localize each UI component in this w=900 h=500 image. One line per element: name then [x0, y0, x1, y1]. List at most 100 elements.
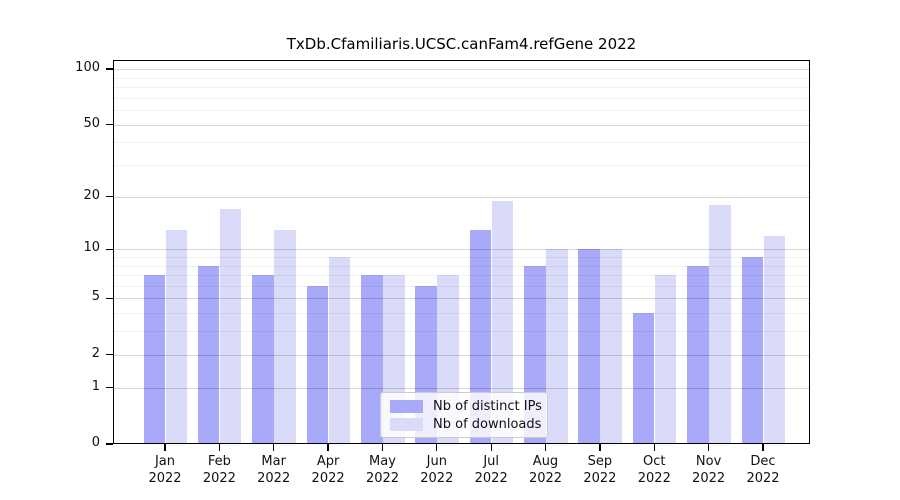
x-tick-label: Nov 2022 [679, 453, 739, 487]
x-tick [653, 444, 655, 451]
x-tick [490, 444, 492, 451]
legend-label: Nb of distinct IPs [433, 398, 542, 414]
gridline-minor [113, 285, 810, 287]
y-tick [106, 68, 113, 70]
x-tick-year: 2022 [528, 471, 563, 486]
x-tick-label: Oct 2022 [624, 453, 684, 487]
x-tick-year: 2022 [583, 471, 617, 486]
x-tick-year: 2022 [420, 471, 454, 486]
legend-swatch [390, 399, 423, 413]
gridline-minor [113, 165, 810, 166]
y-tick-label: 10 [83, 240, 100, 256]
x-tick-year: 2022 [746, 471, 780, 486]
y-tick [106, 443, 113, 445]
y-tick [106, 196, 113, 198]
bar-downloads-aug [546, 249, 568, 444]
y-tick [106, 248, 113, 250]
x-tick-label: Jan 2022 [135, 453, 195, 487]
x-tick-label: Jul 2022 [461, 453, 521, 487]
x-tick-label: Jun 2022 [407, 453, 467, 487]
gridline-major [113, 69, 810, 70]
bar-distinct-ips-jan [143, 275, 165, 444]
bar-distinct-ips-may [361, 275, 383, 444]
gridline-minor [113, 256, 810, 258]
gridline-minor [113, 97, 810, 99]
x-tick [327, 444, 329, 451]
legend-item-downloads: Nb of downloads [390, 415, 542, 433]
x-tick-year: 2022 [637, 471, 671, 486]
y-tick [106, 387, 113, 389]
bar-downloads-oct [654, 275, 677, 444]
x-tick [164, 444, 166, 451]
gridline-major [113, 354, 810, 356]
x-tick [544, 444, 547, 451]
x-tick [599, 444, 601, 451]
bar-downloads-jul [491, 200, 514, 444]
x-tick-label: Aug 2022 [516, 453, 576, 487]
bar-downloads-sep [600, 249, 622, 444]
bar-downloads-apr [328, 256, 351, 444]
bar-downloads-feb [219, 209, 242, 444]
y-tick [106, 123, 113, 126]
x-tick-label: Mar 2022 [244, 453, 304, 487]
x-tick-label: Apr 2022 [298, 453, 358, 487]
bar-distinct-ips-nov [687, 265, 709, 444]
x-tick-year: 2022 [202, 471, 236, 486]
gridline-minor [113, 110, 810, 111]
y-tick-label: 100 [75, 60, 100, 75]
bar-distinct-ips-oct [632, 313, 655, 444]
chart-title: TxDb.Cfamiliaris.UCSC.canFam4.refGene 20… [286, 35, 637, 53]
x-tick [381, 444, 384, 451]
x-tick [708, 444, 710, 451]
gridline-minor [113, 142, 810, 144]
y-tick-label: 5 [91, 289, 100, 305]
x-tick-year: 2022 [257, 471, 291, 486]
gridline-major [113, 298, 810, 300]
gridline-major [113, 124, 810, 126]
x-tick-label: Feb 2022 [189, 453, 249, 487]
gridline-minor [113, 265, 810, 267]
y-tick [106, 297, 113, 300]
bar-downloads-jan [165, 229, 187, 444]
x-tick-year: 2022 [365, 471, 400, 486]
y-tick-label: 2 [91, 345, 100, 361]
plot-border [113, 60, 810, 444]
gridline-minor [113, 331, 810, 333]
gridline-minor [113, 86, 810, 88]
legend-item-distinct-ips: Nb of distinct IPs [390, 397, 542, 415]
x-tick-label: Dec 2022 [733, 453, 793, 487]
bar-distinct-ips-feb [197, 265, 220, 444]
bar-downloads-nov [709, 204, 731, 444]
x-tick-year: 2022 [148, 471, 182, 486]
y-tick [106, 354, 113, 356]
gridline-major [113, 196, 810, 198]
x-tick-year: 2022 [474, 471, 508, 486]
legend-swatch [390, 417, 423, 431]
x-tick [218, 444, 220, 451]
gridline-major [113, 387, 810, 389]
bar-downloads-mar [274, 229, 296, 444]
gridline-major [113, 249, 810, 251]
bar-distinct-ips-dec [741, 256, 763, 444]
gridline-minor [113, 313, 810, 315]
x-tick [762, 444, 764, 451]
bar-distinct-ips-mar [252, 275, 274, 444]
y-tick-label: 0 [91, 435, 100, 450]
gridline-minor [113, 275, 810, 276]
y-tick-label: 50 [83, 115, 100, 131]
gridline-minor [113, 77, 810, 79]
x-tick [436, 444, 438, 451]
x-tick-label: Sep 2022 [570, 453, 630, 487]
bar-distinct-ips-apr [306, 285, 329, 444]
legend: Nb of distinct IPs Nb of downloads [380, 392, 548, 438]
x-tick [273, 444, 275, 451]
y-tick-label: 20 [83, 187, 100, 203]
bar-distinct-ips-jul [469, 229, 492, 444]
bar-distinct-ips-sep [578, 249, 600, 444]
bar-downloads-dec [763, 235, 785, 444]
y-tick-label: 1 [91, 378, 100, 394]
x-tick-year: 2022 [692, 471, 726, 486]
x-tick-label: May 2022 [353, 453, 413, 487]
legend-label: Nb of downloads [433, 416, 542, 432]
